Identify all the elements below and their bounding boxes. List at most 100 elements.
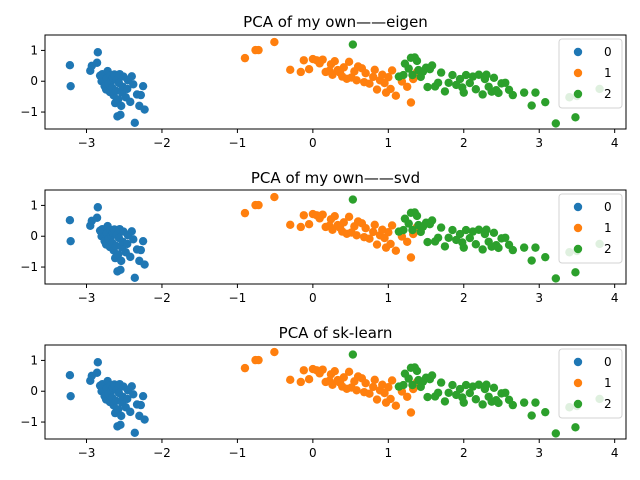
data-point	[501, 388, 510, 397]
data-point	[465, 388, 475, 398]
data-point	[117, 101, 126, 111]
data-point	[406, 408, 416, 417]
data-point	[433, 388, 443, 397]
data-point	[92, 213, 102, 222]
data-point	[66, 391, 75, 401]
data-point	[138, 81, 148, 91]
data-point	[136, 400, 146, 410]
x-tick-label: −1	[229, 136, 247, 150]
x-tick-label: 4	[611, 136, 619, 150]
data-point	[127, 382, 136, 391]
data-point	[465, 78, 475, 88]
data-point	[92, 58, 102, 67]
data-point	[433, 233, 443, 242]
data-point	[254, 45, 263, 55]
data-point	[412, 211, 422, 221]
data-point	[318, 210, 327, 219]
data-point	[455, 229, 465, 239]
data-point	[330, 366, 339, 376]
x-tick-label: −1	[229, 446, 247, 460]
data-point	[330, 211, 339, 221]
data-point	[444, 388, 453, 397]
x-tick-label: 3	[535, 136, 543, 150]
series-2	[348, 195, 604, 283]
data-point	[372, 85, 382, 94]
data-point	[406, 253, 416, 262]
legend-label: 1	[604, 66, 612, 80]
legend-label: 2	[604, 397, 612, 411]
data-point	[270, 347, 279, 357]
data-point	[482, 70, 491, 79]
data-point	[433, 78, 443, 87]
series-1	[240, 37, 422, 107]
data-point	[386, 394, 395, 404]
data-point	[541, 97, 550, 107]
series-2	[348, 350, 604, 438]
data-point	[471, 85, 481, 94]
data-point	[126, 407, 135, 417]
data-point	[92, 368, 102, 377]
data-point	[129, 80, 138, 89]
data-point	[571, 423, 580, 432]
data-point	[138, 236, 148, 246]
series-0	[65, 358, 149, 438]
x-tick-label: −2	[153, 136, 171, 150]
data-point	[459, 243, 468, 252]
data-point	[427, 216, 437, 225]
data-point	[136, 245, 146, 255]
data-point	[474, 225, 484, 234]
data-point	[459, 398, 468, 407]
data-point	[423, 392, 432, 402]
x-tick-label: 2	[460, 136, 468, 150]
data-point	[240, 53, 250, 63]
x-tick-label: 0	[309, 136, 317, 150]
data-point	[440, 242, 450, 251]
data-point	[123, 394, 132, 404]
legend: 0 1 2	[558, 348, 623, 419]
x-tick-label: −3	[78, 291, 96, 305]
y-tick-label: 0	[30, 384, 38, 398]
data-point	[423, 237, 432, 247]
y-tick-label: 1	[30, 43, 38, 57]
data-point	[93, 48, 103, 57]
data-point	[471, 395, 481, 404]
y-tick-label: −1	[20, 260, 38, 274]
data-point	[455, 74, 465, 84]
data-point	[387, 376, 397, 385]
data-point	[459, 88, 468, 97]
data-point	[123, 239, 132, 249]
data-point	[384, 383, 393, 392]
data-point	[461, 225, 471, 235]
data-point	[296, 222, 305, 232]
x-tick-label: −1	[229, 291, 247, 305]
data-point	[339, 373, 348, 382]
data-point	[391, 401, 401, 410]
data-point	[551, 119, 561, 128]
data-point	[384, 228, 393, 237]
data-point	[304, 220, 314, 229]
legend-box	[558, 38, 623, 109]
data-point	[361, 224, 370, 233]
x-tick-label: 3	[535, 446, 543, 460]
data-point	[318, 365, 327, 374]
data-point	[494, 88, 503, 98]
data-point	[113, 250, 123, 259]
data-point	[348, 40, 358, 49]
data-point	[508, 90, 518, 100]
data-point	[440, 87, 450, 96]
data-point	[344, 367, 354, 377]
data-point	[444, 233, 453, 242]
data-point	[369, 227, 378, 237]
data-point	[494, 243, 503, 253]
subplot-3: PCA of sk-learn −3 −2 −1 0 1 2 3 4 −1 0 1 0 1 2	[20, 324, 627, 460]
data-point	[130, 273, 139, 283]
data-point	[436, 378, 446, 387]
data-point	[370, 65, 379, 75]
y-tick-label: −1	[20, 415, 38, 429]
data-point	[361, 69, 370, 78]
series-0	[65, 48, 149, 128]
data-point	[541, 252, 550, 262]
data-point	[387, 66, 397, 75]
data-point	[531, 398, 540, 407]
